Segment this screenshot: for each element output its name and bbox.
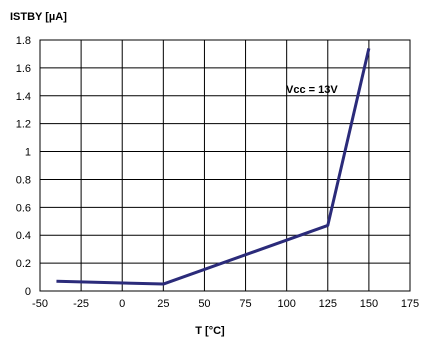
y-axis-label: ISTBY [µA] <box>10 11 67 23</box>
x-axis-label: T [°C] <box>195 325 225 337</box>
y-tick-label: 0.6 <box>16 202 31 214</box>
y-tick-label: 1.6 <box>16 63 31 75</box>
x-tick-label: 175 <box>401 298 419 310</box>
x-tick-labels: -50 -25 0 25 50 75 100 125 150 175 <box>32 298 419 310</box>
plot-frame <box>39 39 411 292</box>
x-tick-label: -50 <box>32 298 48 310</box>
x-tick-label: 0 <box>119 298 125 310</box>
series-annotation: Vcc = 13V <box>286 84 338 96</box>
x-tick-label: 150 <box>360 298 378 310</box>
y-tick-labels: 0 0.2 0.4 0.6 0.8 1 1.2 1.4 1.6 1.8 <box>16 35 31 298</box>
x-tick-label: 75 <box>239 298 251 310</box>
x-tick-label: 100 <box>277 298 295 310</box>
x-tick-label: 25 <box>157 298 169 310</box>
y-tick-label: 0.4 <box>16 230 31 242</box>
y-tick-label: 0 <box>25 286 31 298</box>
y-tick-label: 0.8 <box>16 174 31 186</box>
series-line <box>56 48 371 286</box>
y-tick-label: 1.8 <box>16 35 31 47</box>
y-tick-label: 1.4 <box>16 91 31 103</box>
x-tick-label: 50 <box>198 298 210 310</box>
y-tick-label: 0.2 <box>16 258 31 270</box>
x-tick-label: -25 <box>73 298 89 310</box>
grid <box>39 39 411 292</box>
series <box>56 48 371 286</box>
x-tick-label: 125 <box>319 298 337 310</box>
y-tick-label: 1.2 <box>16 119 31 131</box>
y-tick-label: 1 <box>25 147 31 159</box>
